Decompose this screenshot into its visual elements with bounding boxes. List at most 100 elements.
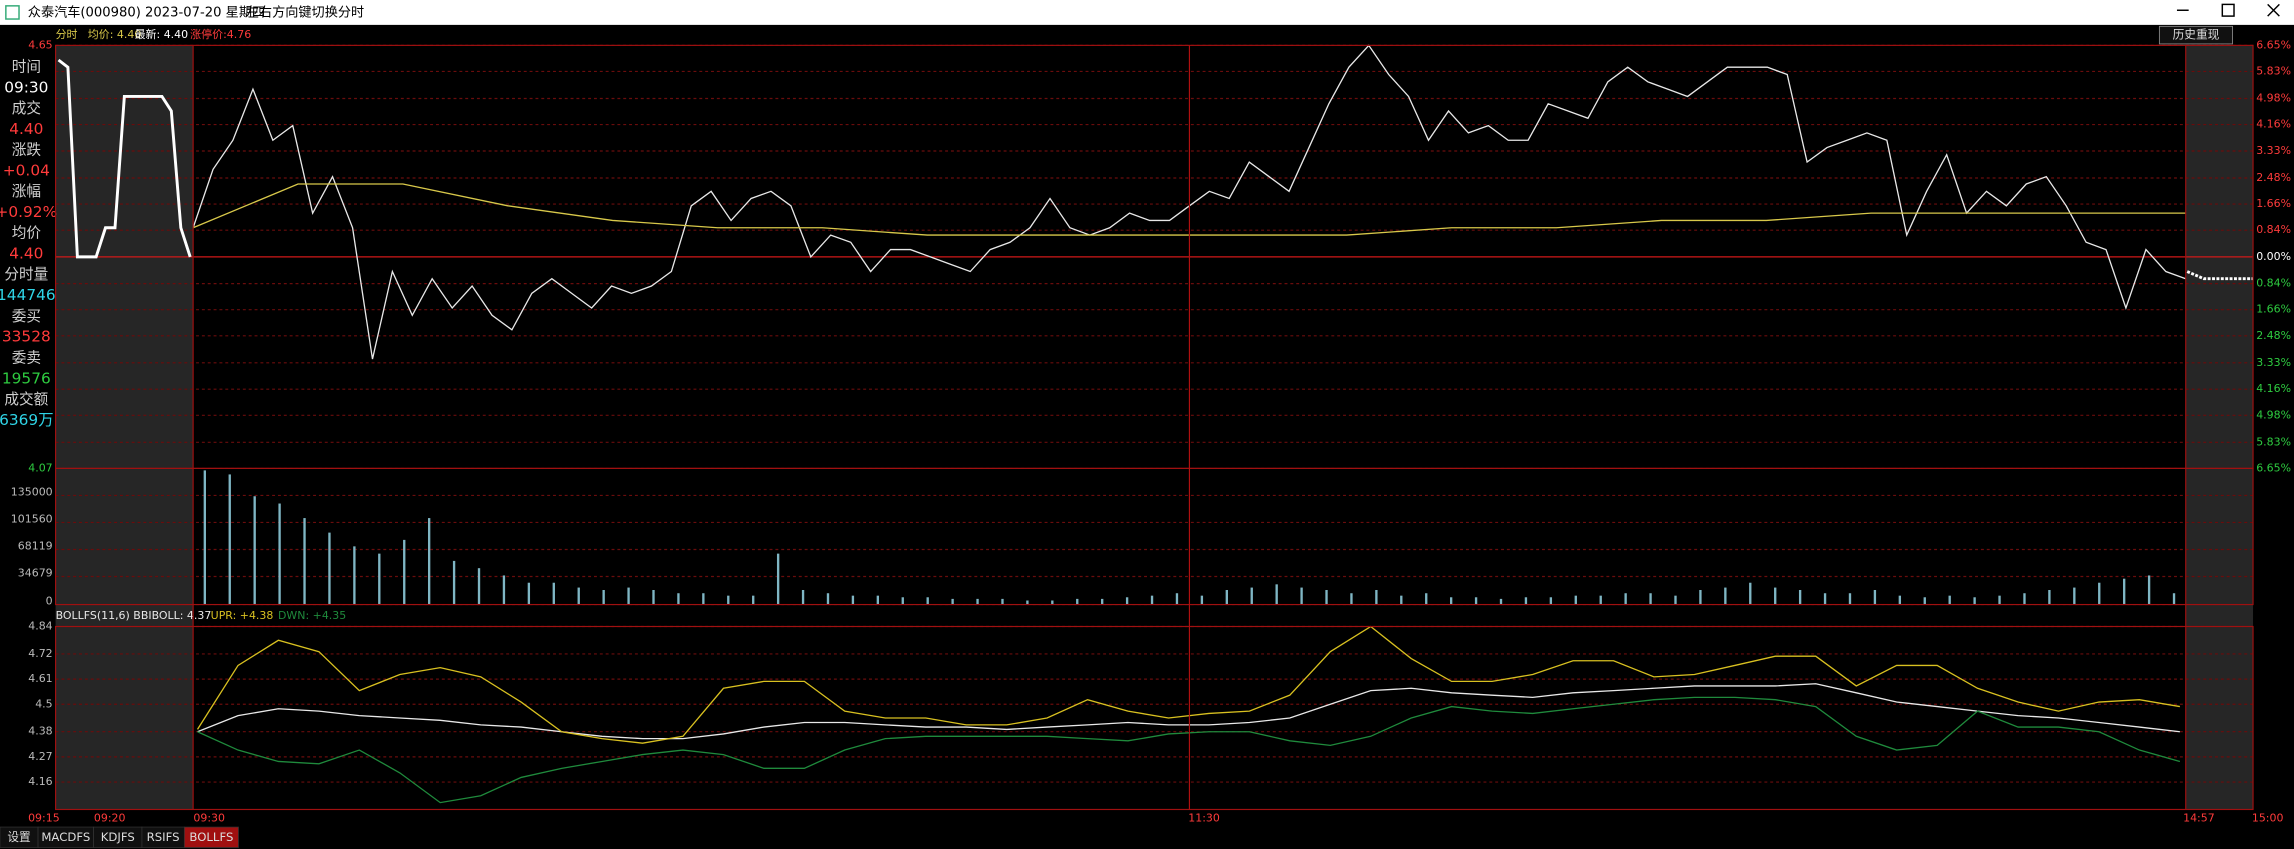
info-label: 涨跌 xyxy=(12,141,42,158)
volume-bar xyxy=(976,598,979,605)
tab[interactable] xyxy=(183,826,239,848)
volume-bar xyxy=(1574,595,1577,605)
volume-bar xyxy=(602,589,605,605)
volume-bar xyxy=(1524,597,1528,605)
y-tick-label: 4.07 xyxy=(28,461,52,474)
y-tick-label: 4.27 xyxy=(28,750,52,763)
volume-bar xyxy=(652,589,655,605)
y-tick-label: 68119 xyxy=(18,540,53,553)
maximize-button[interactable] xyxy=(2221,3,2235,17)
volume-bar xyxy=(1499,598,1503,605)
y2-tick-label: 4.16% xyxy=(2256,118,2291,131)
x-tick-label: 11:30 xyxy=(1188,811,1220,824)
tab-label[interactable]: 设置 xyxy=(7,830,31,844)
volume-bar xyxy=(1624,593,1627,605)
volume-bar xyxy=(1325,589,1328,605)
volume-bar xyxy=(951,598,954,605)
volume-bar xyxy=(1774,587,1777,605)
x-tick-label: 09:15 xyxy=(28,811,60,824)
history-button-label[interactable]: 历史重现 xyxy=(2173,28,2220,42)
y2-tick-label: 2.48% xyxy=(2256,171,2291,184)
tab-label[interactable]: MACDFS xyxy=(41,830,90,844)
volume-bar xyxy=(1425,593,1428,605)
tab-label[interactable]: RSIFS xyxy=(147,830,180,844)
volume-bar xyxy=(627,587,630,605)
volume-bar xyxy=(1923,597,1926,605)
volume-bar xyxy=(1948,595,1951,605)
tab-label[interactable]: BOLLFS xyxy=(189,830,233,844)
volume-bar xyxy=(1798,589,1802,605)
volume-bar xyxy=(1823,593,1827,605)
volume-bar xyxy=(1724,587,1727,605)
info-value: +0.92% xyxy=(0,203,57,221)
volume-bar xyxy=(1449,597,1453,605)
volume-bar xyxy=(253,496,256,605)
volume-bar xyxy=(1250,587,1253,605)
volume-bar xyxy=(1200,595,1204,605)
y-tick-label: 101560 xyxy=(11,513,53,526)
y2-tick-label: 1.66% xyxy=(2256,197,2291,210)
window-title: 众泰汽车(000980) 2023-07-20 星期四 xyxy=(28,3,265,20)
volume-bar xyxy=(1350,593,1353,605)
y-tick-label: 135000 xyxy=(11,486,53,499)
volume-bar xyxy=(303,518,306,605)
y2-tick-label: 0.00% xyxy=(2256,250,2291,263)
info-value: +0.04 xyxy=(3,161,50,179)
y2-tick-label: 0.84% xyxy=(2256,223,2291,236)
y2-tick-label: 3.33% xyxy=(2256,144,2291,157)
x-tick-label: 09:30 xyxy=(193,811,225,824)
info-value: 6369万 xyxy=(0,411,54,429)
volume-bar xyxy=(1674,595,1677,605)
volume-bar xyxy=(1225,589,1228,605)
volume-bar xyxy=(552,582,555,605)
volume-bar xyxy=(1125,597,1129,605)
y2-tick-label: 0.84% xyxy=(2256,277,2291,290)
info-label: 分时量 xyxy=(4,266,48,283)
tab-label[interactable]: KDJFS xyxy=(101,830,135,844)
volume-bar xyxy=(427,518,431,605)
history-button[interactable] xyxy=(2158,25,2233,45)
volume-bar xyxy=(876,595,880,605)
price-line xyxy=(57,58,192,259)
y-tick-label: 4.16 xyxy=(28,775,52,788)
mode-label: 分时 xyxy=(56,28,78,41)
y2-tick-label: 6.65% xyxy=(2256,38,2291,51)
volume-bar xyxy=(1599,595,1602,605)
volume-bar xyxy=(2048,589,2051,605)
premarket-zone xyxy=(55,45,194,810)
close-button[interactable] xyxy=(2267,3,2280,17)
x-tick-label: 15:00 xyxy=(2252,811,2284,824)
volume-bar xyxy=(577,587,580,605)
y-tick-label: 0 xyxy=(46,595,53,608)
volume-bar xyxy=(1549,597,1553,605)
volume-bar xyxy=(1998,595,2001,605)
volume-bar xyxy=(1101,598,1104,605)
volume-bar xyxy=(1873,589,1877,605)
info-value: 09:30 xyxy=(4,78,48,96)
window-hint: 左右方向键切换分时 xyxy=(246,4,364,20)
y-tick-label: 4.38 xyxy=(28,725,52,738)
volume-bar xyxy=(1848,593,1852,605)
info-value: 4.40 xyxy=(9,245,43,263)
boll-line xyxy=(197,696,2181,804)
info-label: 委卖 xyxy=(12,349,41,366)
y-tick-label: 4.61 xyxy=(28,672,52,685)
volume-bar xyxy=(452,560,456,605)
y2-tick-label: 4.98% xyxy=(2256,408,2291,421)
volume-bar xyxy=(1051,600,1054,605)
volume-bar xyxy=(1973,597,1976,605)
latest-label: 最新: 4.40 xyxy=(135,27,189,41)
volume-bar xyxy=(702,593,705,605)
y-tick-label: 4.84 xyxy=(28,620,52,633)
volume-bar xyxy=(477,568,481,605)
volume-bar xyxy=(378,553,381,605)
info-label: 成交额 xyxy=(4,390,48,408)
volume-bar xyxy=(353,546,356,605)
legend-entry: BOLLFS(11,6) BBIBOLL: 4.37 xyxy=(56,609,212,622)
volume-bar xyxy=(2098,582,2101,605)
volume-bar xyxy=(1649,593,1652,605)
y2-tick-label: 5.83% xyxy=(2256,64,2291,77)
y2-tick-label: 6.65% xyxy=(2256,461,2291,474)
